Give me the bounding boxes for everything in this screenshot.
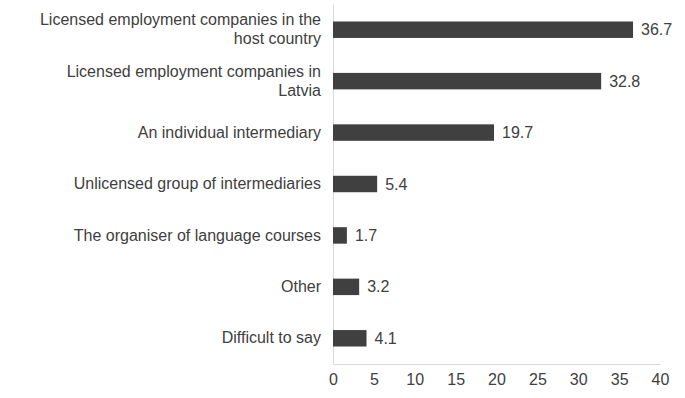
plot: 0 5 10 15 20 25 30 35 40 Licensed employment comp… bbox=[40, 5, 672, 389]
x-tick: 40 bbox=[652, 364, 670, 388]
x-tick-label: 5 bbox=[370, 371, 379, 388]
x-tick-label: 40 bbox=[652, 371, 670, 388]
x-tick-label: 10 bbox=[406, 371, 424, 388]
data-label: 32.8 bbox=[609, 73, 640, 90]
x-tick: 0 bbox=[329, 364, 338, 388]
y-tick-label-line: Licensed employment companies in bbox=[67, 63, 321, 80]
bar bbox=[333, 176, 377, 192]
y-tick: An individual intermediary bbox=[138, 124, 333, 141]
x-tick-label: 30 bbox=[570, 371, 588, 388]
x-tick: 35 bbox=[611, 364, 629, 388]
y-tick: Licensed employment companies in the host… bbox=[40, 11, 333, 47]
y-tick: Difficult to say bbox=[222, 329, 333, 346]
bar bbox=[333, 21, 633, 37]
data-label: 1.7 bbox=[355, 227, 377, 244]
data-label: 36.7 bbox=[641, 21, 672, 38]
y-tick-label: Licensed employment companies in the host… bbox=[40, 11, 321, 47]
data-label: 5.4 bbox=[385, 176, 407, 193]
y-axis: Licensed employment companies in the host… bbox=[40, 5, 334, 365]
x-tick: 15 bbox=[447, 364, 465, 388]
y-tick: Other bbox=[281, 278, 333, 295]
y-tick-label: The organiser of language courses bbox=[74, 227, 321, 244]
y-tick: Unlicensed group of intermediaries bbox=[74, 175, 333, 192]
x-tick: 10 bbox=[406, 364, 424, 388]
x-axis-line bbox=[334, 364, 661, 365]
x-tick-label: 20 bbox=[488, 371, 506, 388]
x-tick-label: 0 bbox=[329, 371, 338, 388]
chart-svg: 0 5 10 15 20 25 30 35 40 Licensed employment comp… bbox=[0, 0, 685, 398]
y-tick: Licensed employment companies in Latvia bbox=[67, 63, 333, 99]
y-tick-label: Difficult to say bbox=[222, 329, 321, 346]
y-tick-label: An individual intermediary bbox=[138, 124, 321, 141]
bar bbox=[333, 124, 494, 140]
bars bbox=[333, 21, 633, 346]
x-tick-label: 15 bbox=[447, 371, 465, 388]
y-tick-label: Other bbox=[281, 278, 322, 295]
y-tick: The organiser of language courses bbox=[74, 227, 333, 244]
chart-container: 0 5 10 15 20 25 30 35 40 Licensed employment comp… bbox=[0, 0, 685, 398]
y-tick-label-line: host country bbox=[234, 30, 321, 47]
bar bbox=[333, 279, 359, 295]
y-tick-label-line: Licensed employment companies in the bbox=[40, 11, 321, 28]
data-labels: 36.7 32.8 19.7 5.4 1.7 3.2 4.1 bbox=[355, 21, 672, 347]
y-tick-label-line: Latvia bbox=[278, 82, 321, 99]
data-label: 4.1 bbox=[375, 330, 397, 347]
x-tick: 20 bbox=[488, 364, 506, 388]
y-tick-label: Unlicensed group of intermediaries bbox=[74, 175, 321, 192]
x-axis: 0 5 10 15 20 25 30 35 40 bbox=[329, 364, 669, 388]
x-tick: 25 bbox=[529, 364, 547, 388]
x-tick-label: 35 bbox=[611, 371, 629, 388]
data-label: 3.2 bbox=[367, 278, 389, 295]
bar bbox=[333, 330, 367, 346]
y-tick-label: Licensed employment companies in Latvia bbox=[67, 63, 321, 99]
bar bbox=[333, 227, 347, 243]
x-tick: 30 bbox=[570, 364, 588, 388]
bar bbox=[333, 73, 601, 89]
x-tick-label: 25 bbox=[529, 371, 547, 388]
data-label: 19.7 bbox=[502, 124, 533, 141]
x-tick: 5 bbox=[370, 364, 379, 388]
